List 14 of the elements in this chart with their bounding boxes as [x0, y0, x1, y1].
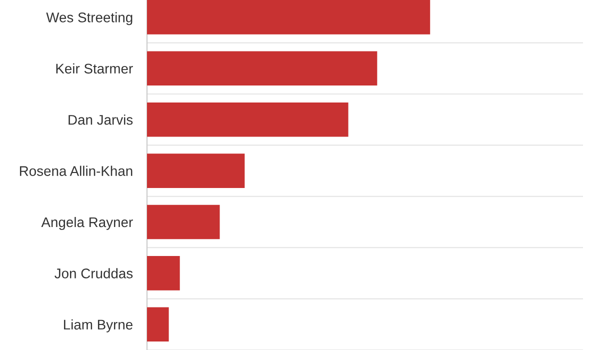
bar: [147, 51, 378, 86]
bar: [147, 102, 348, 137]
bar: [147, 204, 220, 240]
y-tick-label: Dan Jarvis: [68, 114, 133, 125]
bar: [147, 256, 180, 290]
y-tick-label: Rosena Allin-Khan: [20, 166, 132, 176]
y-tick-label: Wes Streeting: [46, 12, 132, 26]
y-tick-label: Keir Starmer: [56, 63, 133, 74]
y-tick-label: Jon Cruddas: [54, 268, 133, 278]
y-tick-label: Liam Byrne: [64, 319, 132, 332]
y-tick-label: Angela Rayner: [41, 216, 133, 230]
bar: [147, 307, 169, 342]
bar: [147, 154, 245, 188]
bar: [147, 0, 430, 34]
